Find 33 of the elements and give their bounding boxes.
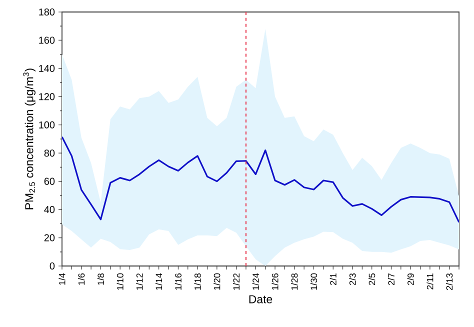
x-tick-label: 1/12 <box>136 273 143 290</box>
x-tick-label: 1/30 <box>310 273 318 290</box>
x-tick-label: 1/20 <box>214 273 220 290</box>
x-tick-label: 2/9 <box>407 273 414 286</box>
x-tick-label: 2/7 <box>388 273 395 286</box>
y-tick-label: 100 <box>39 121 55 128</box>
x-tick-label: 2/11 <box>426 273 434 290</box>
y-tick-label: 80 <box>44 150 55 157</box>
x-tick-label: 1/14 <box>156 273 162 290</box>
x-tick-label: 1/16 <box>174 273 182 290</box>
y-tick-label: 60 <box>44 178 55 185</box>
y-tick-label: 0 <box>50 262 55 270</box>
x-tick-label: 2/5 <box>368 273 376 286</box>
y-axis-title: PM$_{2.5}$ concentration (μg/m$^{3}$) <box>23 68 36 210</box>
x-axis-title: Date <box>249 295 272 304</box>
x-tick-label: 1/18 <box>194 273 201 290</box>
x-tick-label: 1/22 <box>233 273 240 290</box>
x-tick-label: 2/13 <box>446 273 453 290</box>
x-tick-label: 1/28 <box>291 273 298 290</box>
y-tick-label: 40 <box>44 206 55 214</box>
y-tick-label: 160 <box>39 36 55 44</box>
x-tick-label: 2/1 <box>330 273 336 286</box>
x-tick-label: 1/6 <box>78 273 85 285</box>
x-tick-label: 1/24 <box>252 273 259 290</box>
x-tick-label: 1/10 <box>116 273 124 290</box>
x-tick-label: 1/4 <box>58 273 66 285</box>
y-tick-label: 140 <box>39 64 55 72</box>
x-tick-label: 1/8 <box>97 273 104 285</box>
y-tick-label: 120 <box>39 93 55 100</box>
x-tick-label: 2/3 <box>349 273 356 286</box>
x-tick-label: 1/26 <box>272 273 278 290</box>
y-tick-label: 180 <box>39 8 55 16</box>
y-tick-label: 20 <box>44 234 55 242</box>
